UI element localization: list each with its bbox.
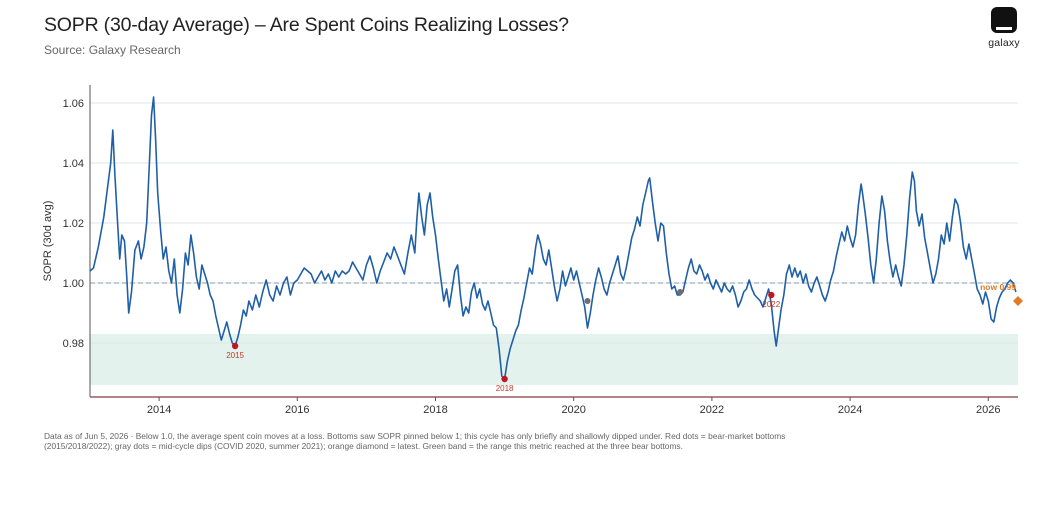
bear-bottom-label: 2018 xyxy=(496,384,514,393)
chart-title: SOPR (30-day Average) – Are Spent Coins … xyxy=(44,14,569,36)
galaxy-logo-text: galaxy xyxy=(988,37,1020,49)
bear-bottom-label: 2015 xyxy=(226,351,244,360)
x-tick-label: 2022 xyxy=(700,404,724,416)
sopr-series-line xyxy=(89,96,1017,380)
y-tick-label: 0.98 xyxy=(63,338,84,350)
mid-cycle-dip-dot xyxy=(677,289,684,295)
chart-subtitle: Source: Galaxy Research xyxy=(44,43,181,57)
latest-diamond xyxy=(1013,296,1023,306)
bear-bottom-label: 2022 xyxy=(762,300,780,309)
mid-cycle-dip-dot xyxy=(584,298,591,304)
x-tick-label: 2018 xyxy=(423,404,447,416)
x-tick-label: 2014 xyxy=(147,404,171,416)
x-tick-label: 2026 xyxy=(976,404,1000,416)
x-tick-label: 2016 xyxy=(285,404,309,416)
y-tick-label: 1.00 xyxy=(63,278,84,290)
chart-footnote: Data as of Jun 5, 2026 · Below 1.0, the … xyxy=(44,431,786,451)
x-tick-label: 2024 xyxy=(838,404,862,416)
y-tick-label: 1.06 xyxy=(63,98,84,110)
sopr-line-chart: 0.98 1.00 1.02 1.04 1.06 2014 2016 2018 2020 2022… xyxy=(42,85,1023,416)
y-tick-label: 1.04 xyxy=(63,158,84,170)
galaxy-logo: galaxy xyxy=(984,6,1024,49)
y-axis-label: SOPR (30d avg) xyxy=(42,201,54,282)
x-tick-label: 2020 xyxy=(561,404,585,416)
bear-bottom-dot xyxy=(768,291,775,299)
latest-value-label: now 0.99 xyxy=(980,282,1016,292)
y-tick-label: 1.02 xyxy=(63,218,84,230)
galaxy-logo-icon xyxy=(991,7,1017,33)
bear-bottom-dot xyxy=(501,375,508,383)
bear-bottom-dot xyxy=(231,342,239,350)
